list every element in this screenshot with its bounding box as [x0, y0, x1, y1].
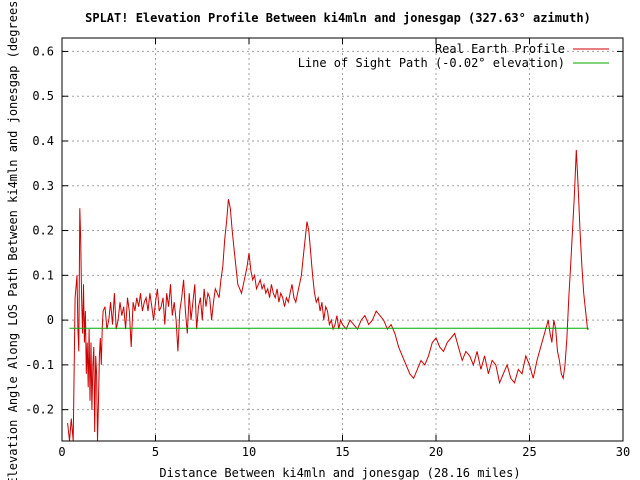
x-tick-label: 30 — [616, 445, 630, 459]
y-tick-label: 0.1 — [32, 268, 54, 282]
y-tick-label: 0.4 — [32, 134, 54, 148]
legend: Real Earth Profile Line of Sight Path (-… — [298, 42, 609, 70]
y-axis-ticks: -0.2 -0.1 0 0.1 0.2 0.3 0.4 0.5 0.6 — [25, 44, 623, 417]
chart-title: SPLAT! Elevation Profile Between ki4mln … — [85, 11, 591, 25]
series-real-earth-profile — [67, 149, 589, 442]
y-tick-label: -0.1 — [25, 358, 54, 372]
y-tick-label: 0 — [47, 313, 54, 327]
x-tick-label: 10 — [242, 445, 256, 459]
y-tick-label: 0.2 — [32, 224, 54, 238]
legend-label-line-of-sight: Line of Sight Path (-0.02° elevation) — [298, 56, 565, 70]
y-tick-label: 0.3 — [32, 179, 54, 193]
grid — [62, 38, 623, 441]
x-tick-label: 0 — [58, 445, 65, 459]
x-tick-label: 20 — [429, 445, 443, 459]
y-tick-label: 0.5 — [32, 89, 54, 103]
y-tick-label: 0.6 — [32, 44, 54, 58]
legend-label-real-earth-profile: Real Earth Profile — [435, 42, 565, 56]
x-tick-label: 15 — [335, 445, 349, 459]
x-axis-ticks: 0 5 10 15 20 25 30 — [58, 38, 630, 459]
y-axis-label: Elevation Angle Along LOS Path Between k… — [6, 0, 20, 480]
x-tick-label: 25 — [522, 445, 536, 459]
x-axis-label: Distance Between ki4mln and jonesgap (28… — [159, 466, 520, 480]
plot-frame — [61, 37, 624, 442]
x-tick-label: 5 — [152, 445, 159, 459]
y-tick-label: -0.2 — [25, 403, 54, 417]
series-lines — [67, 149, 589, 442]
